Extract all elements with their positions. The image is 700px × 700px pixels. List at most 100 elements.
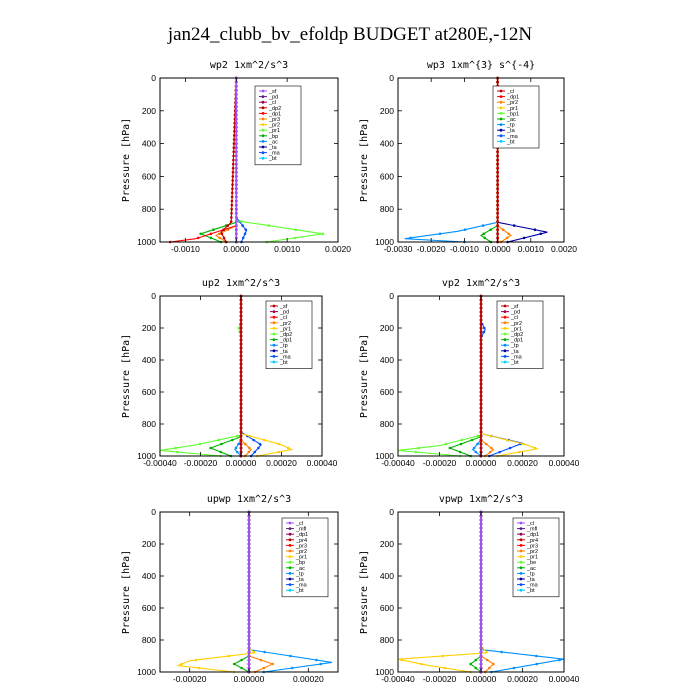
data-point <box>232 146 236 149</box>
legend-marker <box>519 549 523 553</box>
legend-marker <box>503 304 507 308</box>
data-point <box>232 138 236 141</box>
data-point <box>234 166 238 170</box>
data-point <box>258 442 262 446</box>
legend-marker <box>288 572 292 575</box>
data-point <box>479 642 483 646</box>
legend-label: _pr1 <box>279 326 291 332</box>
x-tick-label: 0.0000 <box>485 244 511 254</box>
data-point <box>479 590 483 594</box>
legend-item: _dp1 <box>259 111 281 117</box>
data-point <box>234 212 238 215</box>
legend-label: _mfl <box>295 527 306 533</box>
data-point <box>293 236 297 240</box>
legend-label: _ta <box>279 349 289 355</box>
data-point <box>479 558 483 562</box>
legend-marker <box>261 100 265 104</box>
data-point <box>483 236 487 240</box>
data-point <box>441 654 444 658</box>
legend-marker <box>503 355 507 358</box>
legend-marker <box>503 343 507 347</box>
legend-marker <box>503 360 507 364</box>
data-point <box>479 358 483 362</box>
legend-label: _sf <box>510 304 519 310</box>
data-point <box>234 113 238 117</box>
data-point <box>247 594 251 598</box>
x-tick-label: -0.00020 <box>173 674 207 684</box>
data-point <box>234 101 238 104</box>
y-tick-label: 0 <box>151 507 156 517</box>
data-point <box>239 418 243 422</box>
data-point <box>239 350 243 354</box>
data-point <box>248 446 251 450</box>
legend-label: _sf <box>268 89 277 95</box>
data-point <box>505 438 509 442</box>
legend-label: _bp <box>295 560 305 566</box>
legend-label: _tp <box>295 571 304 577</box>
x-tick-label: -0.00020 <box>184 458 218 468</box>
data-point <box>289 654 292 658</box>
y-tick-label: 200 <box>380 106 394 116</box>
data-point <box>234 89 238 92</box>
legend-label: _pr1 <box>506 106 518 112</box>
legend-marker <box>499 140 503 143</box>
data-point <box>233 130 236 133</box>
legend-label: _ac <box>526 566 536 572</box>
y-tick-label: 1000 <box>375 667 394 677</box>
data-point <box>479 318 483 322</box>
legend-item: _pr2 <box>517 549 538 555</box>
data-point <box>479 310 483 314</box>
data-point <box>176 450 179 454</box>
data-point <box>239 362 243 366</box>
panel-6: vpwp 1xm^2/s^3 Pressure [hPa] 0 200 400 600 80… <box>359 494 580 684</box>
legend-item: _ma <box>501 354 523 360</box>
y-tick-label: 800 <box>142 419 156 429</box>
data-point <box>263 650 266 654</box>
data-point <box>508 446 512 450</box>
legend-label: _ma <box>279 354 292 360</box>
data-point <box>218 236 222 240</box>
data-point <box>209 446 212 450</box>
data-point <box>235 434 239 438</box>
series-markers-sf <box>234 76 238 244</box>
data-point <box>232 134 236 137</box>
data-point <box>479 430 483 434</box>
data-point <box>239 374 243 378</box>
data-point <box>240 220 243 223</box>
legend-marker <box>499 117 503 121</box>
data-point <box>180 662 184 666</box>
legend-marker <box>288 527 292 530</box>
legend-marker <box>519 544 523 547</box>
data-point <box>240 658 243 662</box>
data-point <box>247 558 251 562</box>
data-point <box>247 522 251 526</box>
y-tick-label: 200 <box>142 539 156 549</box>
data-point <box>479 390 483 394</box>
legend-item: _dp1 <box>270 338 292 344</box>
legend-label: _ma <box>526 583 539 589</box>
data-point <box>262 438 266 442</box>
legend-marker <box>503 349 507 353</box>
data-point <box>239 378 243 382</box>
legend-marker <box>261 140 265 143</box>
legend-item: _dp2 <box>501 332 523 338</box>
legend-item: _mfl <box>286 527 306 533</box>
data-point <box>496 236 499 240</box>
data-point <box>253 450 257 454</box>
data-point <box>234 207 238 211</box>
legend-marker <box>503 310 507 313</box>
data-point <box>479 614 483 618</box>
legend-item: _pr1 <box>497 106 518 112</box>
data-point <box>479 342 483 346</box>
panel-title: upwp 1xm^2/s^3 <box>207 494 291 505</box>
legend-item: _pr1 <box>517 555 538 561</box>
data-point <box>479 650 483 654</box>
y-tick-label: 800 <box>380 635 394 645</box>
y-tick-label: 200 <box>380 323 394 333</box>
data-point <box>479 554 483 558</box>
legend-marker <box>519 583 523 586</box>
data-point <box>234 232 238 236</box>
legend-marker <box>272 343 276 347</box>
y-axis-label: Pressure [hPa] <box>121 118 132 202</box>
data-point <box>234 154 238 158</box>
